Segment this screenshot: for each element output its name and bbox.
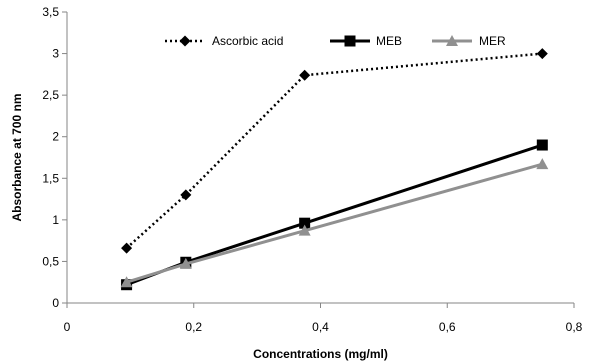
y-tick-label: 1,5	[42, 171, 59, 185]
legend-marker	[179, 35, 191, 47]
y-axis-title: Absorbance at 700 nm	[10, 93, 24, 221]
x-tick-label: 0	[64, 320, 71, 334]
y-tick-label: 1	[52, 213, 59, 227]
axes	[66, 12, 574, 304]
data-point	[298, 224, 311, 236]
x-tick-label: 0,4	[312, 320, 329, 334]
legend-item: MER	[432, 34, 506, 48]
y-ticks: 0 0,5 1 1,5 2 2,5 3 3,5	[42, 5, 67, 310]
data-point	[299, 69, 311, 81]
legend-label: MER	[479, 34, 506, 48]
series-mer	[120, 158, 549, 288]
series-line	[125, 52, 543, 250]
y-tick-label: 3	[52, 47, 59, 61]
y-tick-label: 3,5	[42, 5, 59, 19]
data-point	[536, 48, 548, 60]
series-ascorbic-acid	[121, 48, 548, 254]
y-tick-label: 2,5	[42, 88, 59, 102]
data-point	[179, 257, 192, 269]
legend-label: MEB	[376, 34, 402, 48]
data-point	[536, 158, 549, 170]
legend: Ascorbic acid MEB MER	[165, 34, 506, 48]
y-tick-label: 0,5	[42, 254, 59, 268]
plot-area	[120, 48, 549, 291]
x-axis-title: Concentrations (mg/ml)	[253, 347, 388, 361]
data-point	[299, 217, 311, 229]
x-tick-label: 0,2	[185, 320, 202, 334]
x-ticks: 0 0,2 0,4 0,6 0,8	[64, 303, 583, 334]
legend-item: Ascorbic acid	[165, 34, 283, 48]
legend-label: Ascorbic acid	[212, 34, 283, 48]
data-point	[120, 276, 133, 288]
x-tick-label: 0,8	[566, 320, 583, 334]
y-tick-label: 2	[52, 130, 59, 144]
series-line	[126, 162, 543, 284]
data-point	[121, 242, 133, 254]
data-point	[536, 139, 548, 151]
x-tick-label: 0,6	[439, 320, 456, 334]
y-tick-label: 0	[52, 296, 59, 310]
legend-marker	[446, 35, 458, 46]
legend-item: MEB	[330, 34, 402, 48]
data-point	[180, 189, 192, 201]
legend-marker	[344, 35, 356, 47]
